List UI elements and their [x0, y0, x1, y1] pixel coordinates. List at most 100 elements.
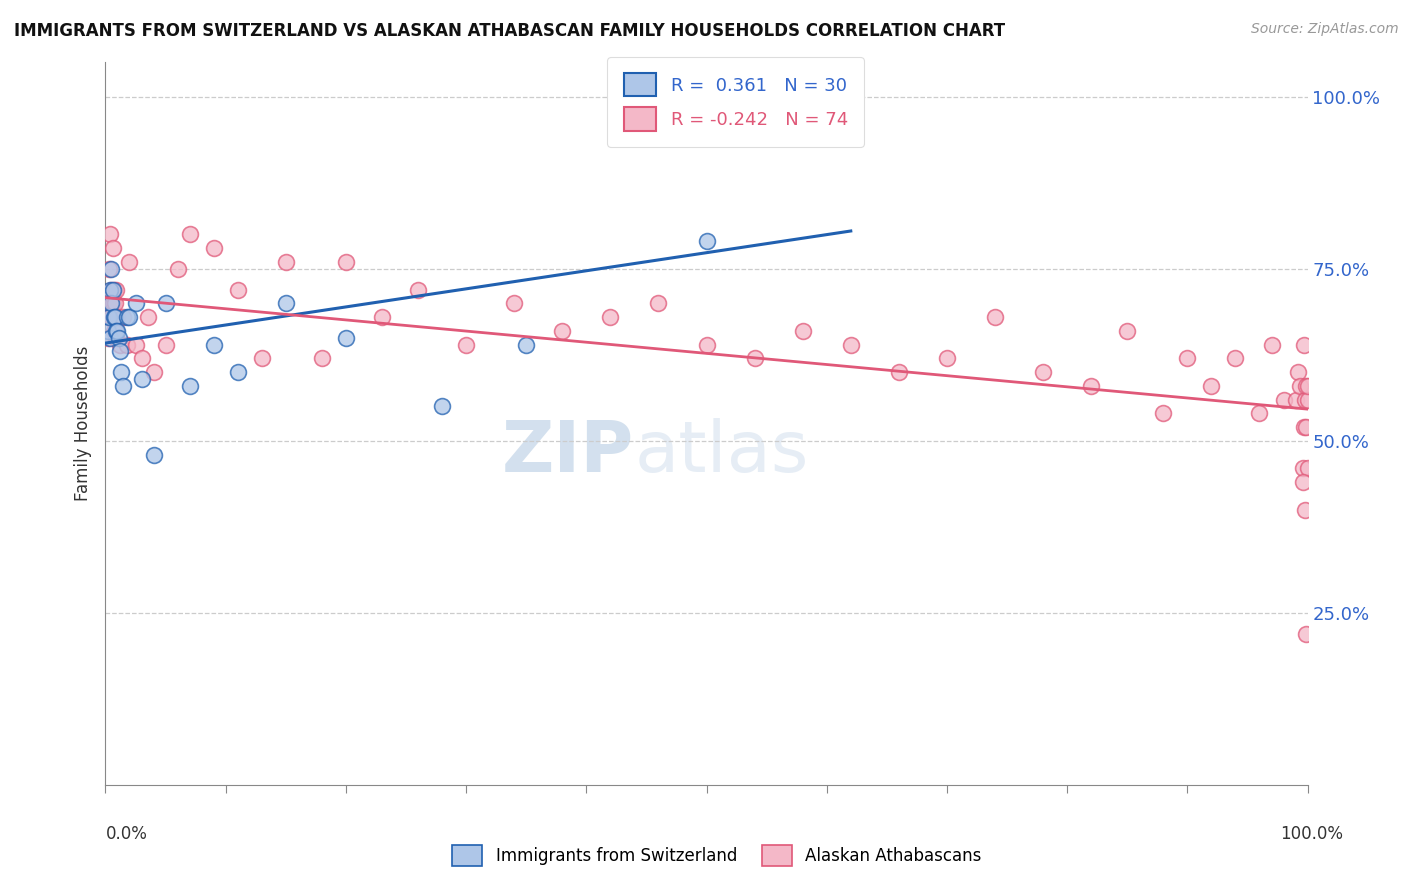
Point [179, 379, 201, 393]
Point [202, 337, 225, 351]
Point [110, 365, 132, 379]
Point [515, 337, 537, 351]
Point [124, 337, 146, 351]
Point [97, 324, 120, 338]
Point [406, 283, 429, 297]
Point [1152, 406, 1174, 420]
Point [1289, 379, 1312, 393]
Point [1272, 392, 1295, 407]
Legend: R =  0.361   N = 30, R = -0.242   N = 74: R = 0.361 N = 30, R = -0.242 N = 74 [607, 57, 865, 147]
Text: ZIP: ZIP [502, 418, 634, 487]
Point [887, 365, 910, 379]
Point [503, 296, 526, 310]
Point [1295, 420, 1317, 434]
Point [105, 324, 128, 338]
Point [1080, 379, 1102, 393]
Point [107, 331, 129, 345]
Point [155, 296, 177, 310]
Point [112, 310, 135, 324]
Point [815, 117, 838, 131]
Point [1296, 461, 1319, 475]
Point [100, 310, 122, 324]
Point [98, 261, 121, 276]
Point [936, 351, 959, 366]
Text: Source: ZipAtlas.com: Source: ZipAtlas.com [1251, 22, 1399, 37]
Point [166, 261, 188, 276]
Point [647, 296, 669, 310]
Point [108, 337, 131, 351]
Point [250, 351, 273, 366]
Point [107, 310, 129, 324]
Point [108, 344, 131, 359]
Text: 100.0%: 100.0% [1279, 825, 1343, 843]
Point [96, 310, 118, 324]
Point [100, 296, 122, 310]
Point [1295, 379, 1317, 393]
Point [97, 331, 120, 345]
Point [551, 324, 574, 338]
Point [1260, 337, 1282, 351]
Point [1294, 392, 1316, 407]
Point [118, 255, 141, 269]
Point [202, 241, 225, 255]
Point [839, 337, 862, 351]
Legend: Immigrants from Switzerland, Alaskan Athabascans: Immigrants from Switzerland, Alaskan Ath… [444, 837, 990, 875]
Point [142, 448, 165, 462]
Point [98, 331, 121, 345]
Point [136, 310, 159, 324]
Text: 0.0%: 0.0% [105, 825, 148, 843]
Point [97, 296, 120, 310]
Point [226, 283, 249, 297]
Point [599, 310, 621, 324]
Point [107, 324, 129, 338]
Point [103, 283, 125, 297]
Point [100, 283, 122, 297]
Point [335, 255, 357, 269]
Point [142, 365, 165, 379]
Point [1294, 502, 1316, 516]
Point [115, 310, 138, 324]
Point [1177, 351, 1199, 366]
Point [98, 283, 121, 297]
Point [100, 261, 122, 276]
Point [274, 255, 297, 269]
Point [98, 296, 121, 310]
Point [1295, 626, 1317, 640]
Text: atlas: atlas [634, 418, 808, 487]
Point [371, 310, 394, 324]
Point [105, 283, 128, 297]
Point [1201, 379, 1223, 393]
Point [696, 235, 718, 249]
Point [118, 310, 141, 324]
Point [274, 296, 297, 310]
Point [311, 351, 333, 366]
Point [115, 337, 138, 351]
Y-axis label: Family Households: Family Households [75, 346, 93, 501]
Point [1249, 406, 1271, 420]
Point [112, 379, 135, 393]
Point [1284, 392, 1306, 407]
Point [103, 310, 125, 324]
Point [744, 351, 766, 366]
Text: IMMIGRANTS FROM SWITZERLAND VS ALASKAN ATHABASCAN FAMILY HOUSEHOLDS CORRELATION : IMMIGRANTS FROM SWITZERLAND VS ALASKAN A… [14, 22, 1005, 40]
Point [103, 324, 125, 338]
Point [1296, 379, 1319, 393]
Point [101, 296, 124, 310]
Point [98, 310, 121, 324]
Point [101, 241, 124, 255]
Point [1032, 365, 1054, 379]
Point [105, 331, 128, 345]
Point [1292, 420, 1315, 434]
Point [131, 372, 153, 386]
Point [104, 310, 127, 324]
Point [98, 227, 121, 242]
Point [226, 365, 249, 379]
Point [104, 310, 127, 324]
Point [430, 400, 453, 414]
Point [1292, 475, 1315, 490]
Point [179, 227, 201, 242]
Point [131, 351, 153, 366]
Point [155, 337, 177, 351]
Point [1292, 337, 1315, 351]
Point [124, 296, 146, 310]
